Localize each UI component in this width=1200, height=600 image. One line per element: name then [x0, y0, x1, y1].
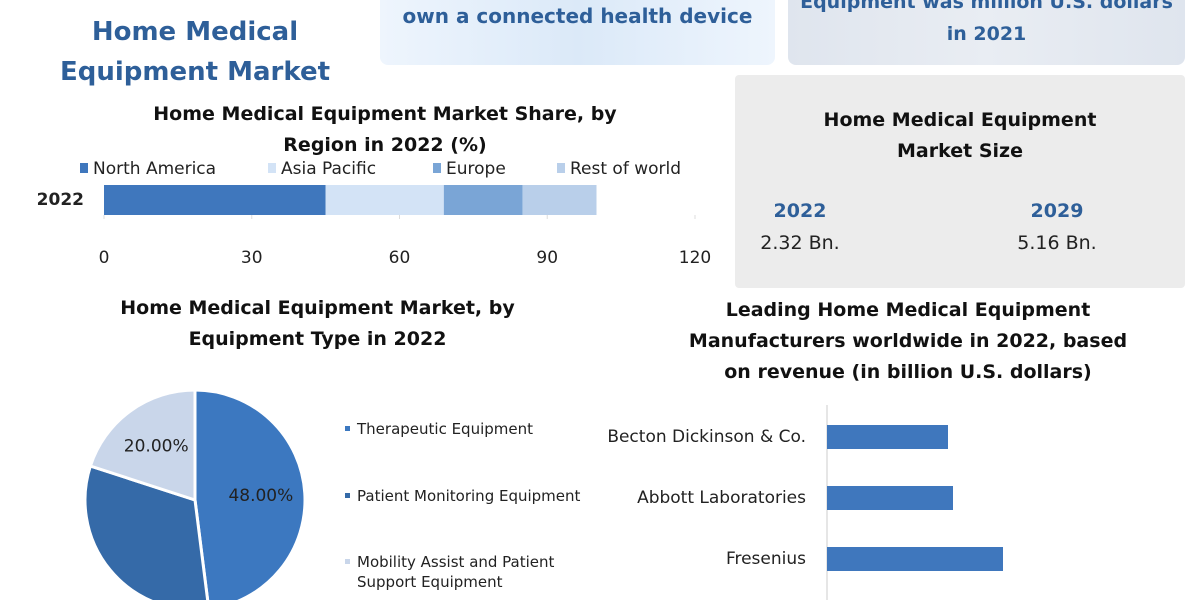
- legend-label: Asia Pacific: [281, 159, 376, 179]
- legend-swatch: [345, 493, 350, 498]
- bar: [827, 486, 953, 510]
- bar-segment: [104, 185, 326, 215]
- callout-text: Equipment was million U.S. dollars in 20…: [800, 0, 1173, 45]
- x-tick-label: 0: [99, 248, 110, 268]
- chart-title: Home Medical Equipment Market Share, by …: [153, 103, 617, 156]
- data-label: 48.00%: [228, 486, 293, 506]
- legend-swatch: [268, 163, 276, 173]
- x-tick-label: 90: [536, 248, 558, 268]
- chart-title: Home Medical Equipment Market, by Equipm…: [120, 297, 515, 350]
- bar: [827, 547, 1003, 571]
- pie-slice: [83, 464, 210, 600]
- market-value: 2.32 Bn.: [760, 232, 840, 254]
- bar-segment: [522, 185, 597, 215]
- market-value: 5.16 Bn.: [1017, 232, 1097, 254]
- callout-box: [788, 0, 1185, 65]
- legend-label: Therapeutic Equipment: [357, 420, 534, 438]
- legend-label: Patient Monitoring Equipment: [357, 487, 581, 505]
- data-label: 20.00%: [124, 437, 189, 457]
- x-tick-label: 120: [679, 248, 711, 268]
- bar-segment: [443, 185, 523, 215]
- legend-swatch: [433, 163, 441, 173]
- legend-label: Mobility Assist and Patient Support Equi…: [357, 553, 555, 591]
- legend-label: Rest of world: [570, 159, 681, 179]
- callout-text: own a connected health device: [402, 4, 753, 28]
- page-title: Home Medical Equipment Market: [59, 17, 331, 87]
- market-year: 2029: [1030, 200, 1084, 222]
- legend-swatch: [557, 163, 565, 173]
- market-year: 2022: [773, 200, 827, 222]
- legend-label: North America: [93, 159, 216, 179]
- legend-swatch: [345, 559, 350, 564]
- pie-slice: [193, 388, 307, 600]
- bar-segment: [325, 185, 444, 215]
- x-tick-label: 30: [241, 248, 263, 268]
- legend-label: Europe: [446, 159, 506, 179]
- market-size-title: Home Medical Equipment Market Size: [823, 109, 1097, 162]
- pie-slice: [88, 388, 197, 503]
- callout-box: [380, 0, 775, 65]
- x-tick-label: 60: [389, 248, 411, 268]
- market-size-box: [735, 75, 1185, 288]
- y-tick-label: Abbott Laboratories: [637, 488, 806, 508]
- bar: [827, 425, 948, 449]
- y-tick-label: Fresenius: [726, 549, 806, 569]
- chart-title: Leading Home Medical Equipment Manufactu…: [688, 299, 1128, 383]
- y-tick-label: Becton Dickinson & Co.: [607, 427, 806, 447]
- legend-swatch: [80, 163, 88, 173]
- legend-swatch: [345, 426, 350, 431]
- y-tick-label: 2022: [37, 190, 84, 210]
